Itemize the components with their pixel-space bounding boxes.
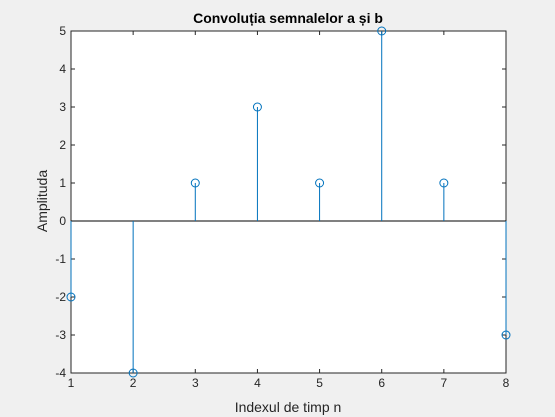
x-tick-label: 8 bbox=[503, 376, 510, 390]
x-tick-label: 5 bbox=[316, 376, 323, 390]
stem-marker bbox=[128, 368, 138, 378]
stem-series bbox=[66, 26, 511, 378]
stem-marker bbox=[501, 330, 511, 340]
chart-title: Convoluția semnalelor a și b bbox=[193, 10, 383, 26]
stem-marker bbox=[66, 292, 76, 302]
y-tick-label: 1 bbox=[59, 176, 66, 190]
stem-marker bbox=[190, 178, 200, 188]
y-tick-label: 0 bbox=[59, 214, 66, 228]
stem-marker bbox=[439, 178, 449, 188]
stem-marker bbox=[377, 26, 387, 36]
y-tick-labels: -4 -3 -2 -1 0 1 2 3 4 5 bbox=[55, 24, 66, 380]
y-tick-label: -2 bbox=[55, 290, 66, 304]
stem-marker bbox=[252, 102, 262, 112]
y-tick-label: -4 bbox=[55, 366, 66, 380]
x-tick-label: 6 bbox=[378, 376, 385, 390]
x-tick-labels: 1 2 3 4 5 6 7 8 bbox=[68, 376, 510, 390]
y-tick-label: 3 bbox=[59, 100, 66, 114]
stem-marker bbox=[315, 178, 325, 188]
y-tick-label: 2 bbox=[59, 138, 66, 152]
x-axis-label: Indexul de timp n bbox=[235, 399, 342, 415]
x-tick-label: 1 bbox=[68, 376, 75, 390]
y-axis-label: Amplituda bbox=[34, 170, 50, 232]
y-tick-label: 5 bbox=[59, 24, 66, 38]
plot-area bbox=[70, 30, 507, 374]
x-tick-label: 4 bbox=[254, 376, 261, 390]
y-tick-label: -3 bbox=[55, 328, 66, 342]
y-tick-label: 4 bbox=[59, 62, 66, 76]
x-tick-label: 2 bbox=[130, 376, 137, 390]
x-tick-label: 7 bbox=[441, 376, 448, 390]
x-tick-label: 3 bbox=[192, 376, 199, 390]
y-tick-label: -1 bbox=[55, 252, 66, 266]
